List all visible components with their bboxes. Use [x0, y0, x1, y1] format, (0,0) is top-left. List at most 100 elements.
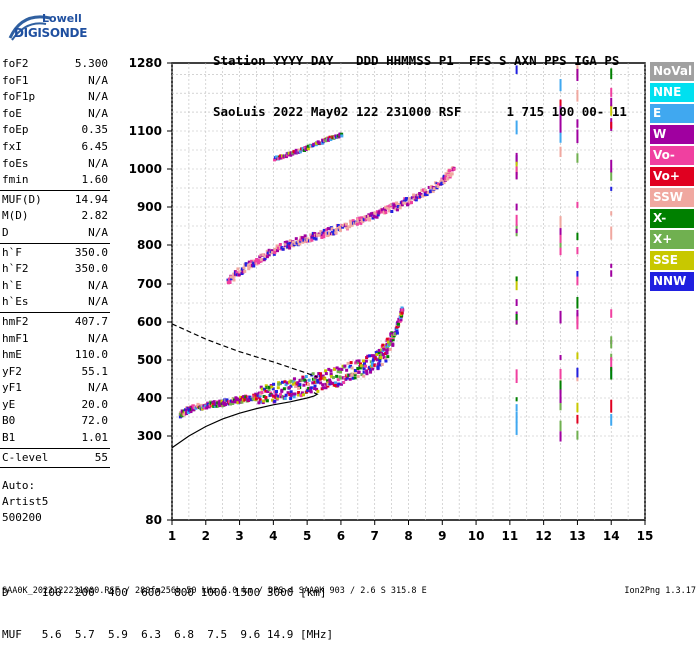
x-tick-label: 12	[535, 529, 552, 543]
echo-point	[336, 370, 340, 374]
echo-point	[332, 229, 336, 233]
echo-point	[348, 377, 352, 381]
echo-point	[319, 372, 323, 376]
echo-point	[238, 270, 242, 274]
interference-point	[559, 389, 562, 404]
echo-point	[326, 384, 330, 388]
param-name: hmE	[2, 348, 22, 362]
echo-point	[314, 237, 318, 241]
echo-point	[277, 382, 281, 386]
param-value: 55.1	[81, 364, 109, 378]
echo-point	[325, 228, 329, 232]
interference-point	[610, 357, 613, 372]
x-tick-label: 6	[337, 529, 345, 543]
echo-point	[396, 320, 400, 324]
echo-point	[382, 210, 386, 214]
param-name: hmF1	[2, 331, 29, 345]
echo-point	[399, 318, 403, 322]
param-name: hmF2	[2, 314, 29, 328]
echo-point	[264, 384, 268, 388]
echo-point	[254, 394, 258, 398]
echo-point	[351, 376, 355, 380]
echo-point	[340, 132, 344, 136]
param-name: yE	[2, 397, 16, 411]
echo-point	[362, 370, 366, 374]
echo-point	[258, 255, 262, 259]
echo-point	[274, 393, 278, 397]
echo-point	[330, 374, 334, 378]
interference-point	[576, 153, 579, 163]
echo-point	[209, 401, 213, 405]
echo-point	[375, 352, 379, 356]
echo-point	[300, 378, 304, 382]
echo-point	[192, 408, 196, 412]
x-tick-label: 2	[202, 529, 210, 543]
param-row: foF1 N/A	[0, 73, 110, 90]
echo-point	[218, 399, 222, 403]
echo-point	[244, 263, 248, 267]
echo-point	[326, 138, 330, 142]
echo-point	[272, 394, 276, 398]
echo-point	[373, 354, 377, 358]
echo-point	[235, 271, 239, 275]
echo-point	[324, 382, 328, 386]
interference-point	[559, 380, 562, 394]
echo-point	[341, 225, 345, 229]
echo-point	[328, 231, 332, 235]
echo-point	[303, 234, 307, 238]
param-row: D N/A	[0, 225, 110, 242]
interference-point	[610, 336, 613, 349]
echo-point	[256, 393, 260, 397]
echo-point	[442, 177, 446, 181]
echo-point	[315, 233, 319, 237]
echo-point	[320, 234, 324, 238]
echo-point	[356, 361, 360, 365]
param-divider	[0, 447, 110, 449]
echo-point	[388, 342, 392, 346]
interference-point	[610, 87, 613, 97]
param-value: 350.0	[74, 245, 108, 259]
echo-point	[363, 215, 367, 219]
x-tick-label: 13	[569, 529, 586, 543]
param-divider	[0, 467, 110, 469]
echo-point	[249, 262, 253, 266]
echo-point	[400, 306, 404, 310]
echo-point	[247, 260, 251, 264]
echo-point	[260, 387, 264, 391]
echo-point	[274, 155, 278, 159]
param-value: N/A	[88, 331, 108, 345]
echo-point	[262, 399, 266, 403]
echo-point	[312, 236, 316, 240]
file-info-footer: SAA0K_2022122231000.RSF / 280fx256h 50 k…	[2, 586, 427, 596]
echo-point	[333, 381, 337, 385]
echo-point	[262, 394, 266, 398]
param-row: hmF2 407.7	[0, 314, 110, 331]
interference-point	[576, 367, 579, 378]
echo-point	[396, 205, 400, 209]
echo-point	[359, 221, 363, 225]
param-row: foF2 5.300	[0, 56, 110, 73]
echo-point	[386, 348, 390, 352]
interference-point	[515, 152, 518, 164]
echo-point	[440, 181, 444, 185]
ionogram-chart: 1 2 3 4 5 6 7 8 9 10 11 12 13 14 158030040050060070080…	[129, 56, 654, 543]
x-tick-label: 5	[303, 529, 311, 543]
echo-point	[285, 381, 289, 385]
echo-point	[400, 314, 404, 318]
param-name: foF1	[2, 73, 29, 87]
echo-point	[244, 395, 248, 399]
echo-point	[299, 238, 303, 242]
echo-point	[281, 247, 285, 251]
echo-point	[303, 378, 307, 382]
echo-point	[248, 395, 252, 399]
echo-point	[337, 382, 341, 386]
echo-point	[329, 372, 333, 376]
y-tick-label: 1280	[129, 56, 162, 70]
echo-point	[196, 402, 200, 406]
echo-point	[258, 400, 262, 404]
param-row: h`F2 350.0	[0, 261, 110, 278]
echo-point	[449, 174, 453, 178]
echo-point	[384, 210, 388, 214]
echo-point	[224, 403, 228, 407]
echo-point	[275, 394, 279, 398]
